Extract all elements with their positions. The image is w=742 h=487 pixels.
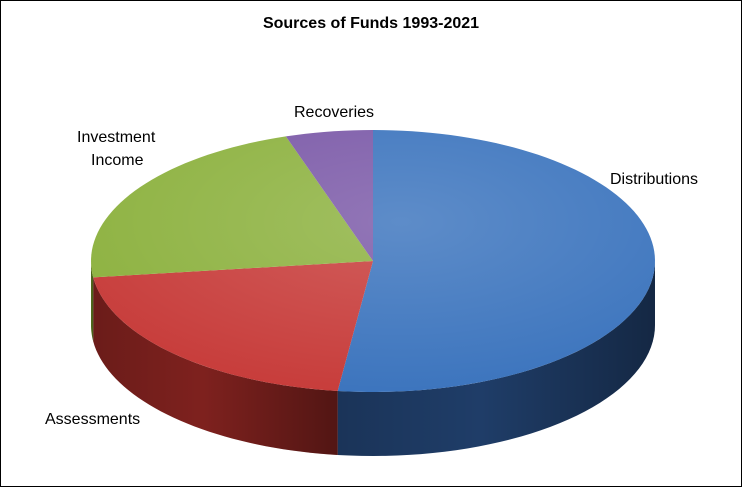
label-investment-line1: Investment [77, 129, 156, 146]
pie-slices [91, 130, 655, 392]
label-assessments: Assessments [45, 411, 141, 428]
label-distributions: Distributions [610, 171, 699, 188]
label-investment-line2: Income [91, 152, 144, 169]
pie-side-shade [91, 261, 94, 342]
pie-side-shade [337, 261, 655, 456]
pie-side-shade [93, 277, 338, 455]
label-recoveries: Recoveries [294, 104, 375, 121]
pie-top-shine [91, 130, 655, 392]
chart-title: Sources of Funds 1993-2021 [262, 15, 480, 32]
pie-sides [91, 261, 655, 456]
